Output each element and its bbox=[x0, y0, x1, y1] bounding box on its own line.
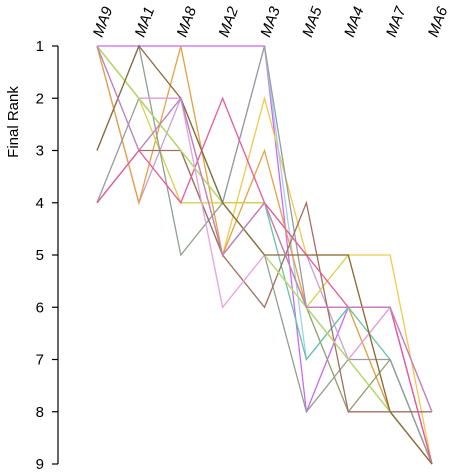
y-tick-label: 2 bbox=[36, 90, 44, 107]
y-tick-label: 6 bbox=[36, 299, 44, 316]
column-label-ma2: MA2 bbox=[215, 4, 242, 39]
y-tick-label: 3 bbox=[36, 143, 44, 160]
column-label-ma7: MA7 bbox=[383, 4, 410, 39]
y-tick-label: 7 bbox=[36, 352, 44, 369]
y-axis: 1 2 3 4 5 6 7 8 9 bbox=[36, 38, 59, 473]
y-tick-label: 9 bbox=[36, 456, 44, 473]
column-label-ma6: MA6 bbox=[425, 4, 452, 39]
column-label-ma5: MA5 bbox=[299, 4, 326, 39]
y-axis-label: Final Rank bbox=[5, 86, 22, 158]
column-labels: MA9 MA1 MA8 MA2 MA3 MA5 MA4 MA7 MA6 bbox=[90, 4, 452, 39]
series-line-15 bbox=[96, 44, 433, 465]
series-lines bbox=[96, 43, 433, 465]
y-tick-label: 8 bbox=[36, 404, 44, 421]
series-line-13 bbox=[96, 45, 433, 413]
series-line-16 bbox=[96, 45, 433, 413]
column-label-ma3: MA3 bbox=[257, 4, 284, 39]
column-label-ma4: MA4 bbox=[341, 5, 368, 40]
series-line-11 bbox=[96, 149, 432, 413]
column-label-ma8: MA8 bbox=[174, 4, 201, 39]
y-tick-label: 4 bbox=[36, 195, 44, 212]
column-label-ma9: MA9 bbox=[90, 4, 117, 39]
column-label-ma1: MA1 bbox=[132, 5, 159, 40]
series-line-12 bbox=[96, 96, 433, 465]
y-tick-label: 1 bbox=[36, 38, 44, 55]
y-tick-label: 5 bbox=[36, 247, 44, 264]
